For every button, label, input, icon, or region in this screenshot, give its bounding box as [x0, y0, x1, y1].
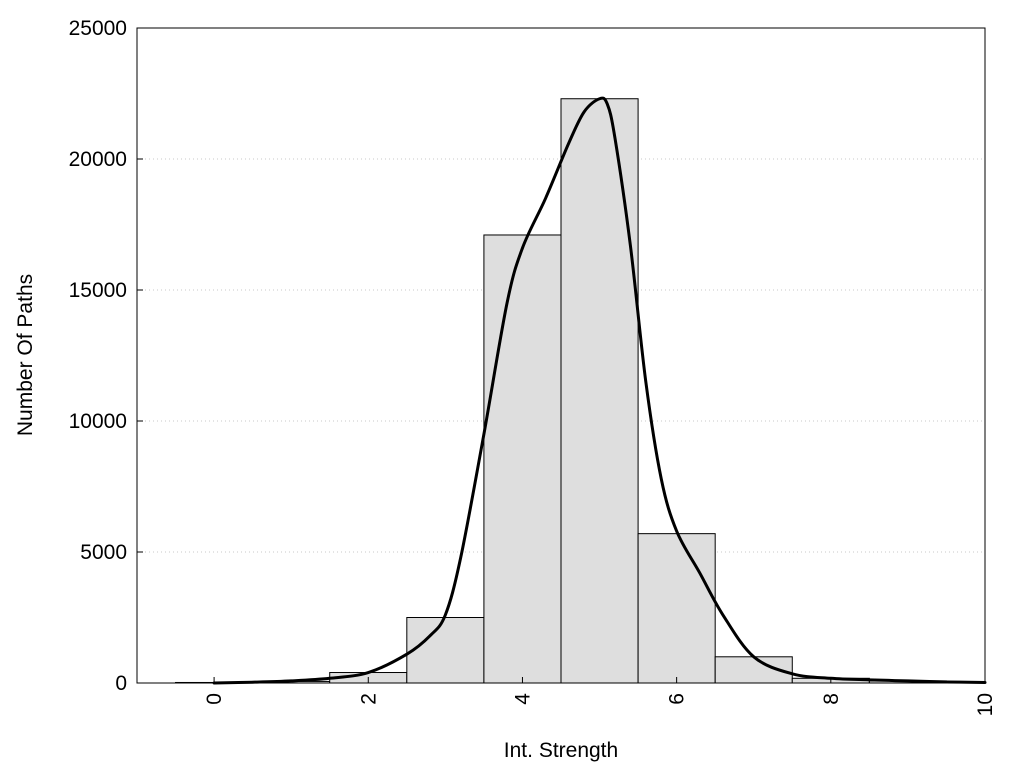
histogram-bars	[175, 98, 947, 684]
x-tick-label: 2	[357, 693, 380, 705]
y-axis-ticks: 0 5000 10000 15000 20000 25000	[69, 17, 143, 695]
x-tick-label: 0	[203, 693, 226, 705]
x-tick-label: 8	[820, 693, 843, 705]
x-tick-label: 4	[511, 693, 534, 705]
bar-3	[406, 617, 485, 684]
y-tick-label: 0	[115, 672, 127, 695]
x-axis-ticks: 0 2 4 6 8 10	[203, 677, 997, 716]
y-tick-label: 10000	[69, 410, 127, 433]
y-axis-label: Number Of Paths	[14, 274, 37, 436]
x-tick-label: 10	[974, 693, 997, 716]
y-tick-label: 25000	[69, 17, 127, 40]
y-tick-label: 15000	[69, 279, 127, 302]
x-axis-label: Int. Strength	[504, 739, 618, 762]
bar-5	[560, 98, 639, 684]
fit-curve	[212, 96, 987, 685]
bar-6	[637, 533, 716, 684]
plot-frame	[136, 27, 986, 684]
y-tick-label: 20000	[69, 148, 127, 171]
x-tick-label: 6	[666, 693, 689, 705]
bar-4	[483, 234, 562, 684]
y-tick-label: 5000	[80, 541, 127, 564]
